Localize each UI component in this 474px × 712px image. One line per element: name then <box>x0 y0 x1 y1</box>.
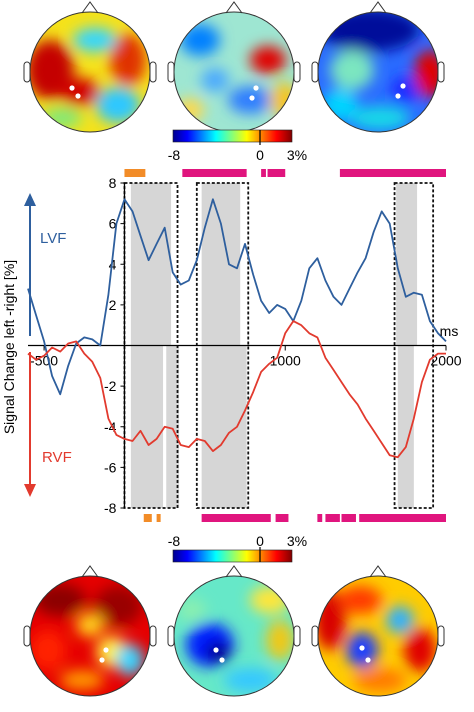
significance-top-0 <box>124 169 146 177</box>
x-axis-unit: ms <box>440 323 459 339</box>
shaded-band-6 <box>397 345 414 508</box>
shaded-band-2 <box>396 183 418 346</box>
significance-top-2 <box>261 169 266 177</box>
significance-bars <box>124 169 446 522</box>
significance-top-1 <box>182 169 247 177</box>
colorbar-bottom-mid: 0 <box>256 533 264 549</box>
colorbar-bottom-min: -8 <box>168 533 181 549</box>
colorbar-bottom-max: 3% <box>287 533 307 549</box>
significance-top-3 <box>267 169 286 177</box>
significance-bottom-3 <box>275 514 289 522</box>
significance-bottom-0 <box>143 514 152 522</box>
y-axis-label: Signal Change left -right [%] <box>1 260 17 434</box>
colorbar-top-mid: 0 <box>256 147 264 163</box>
y-tick-label-3: 2 <box>109 297 117 313</box>
x-tick-label-2: 2000 <box>430 353 461 369</box>
topomap-bottom-1 <box>23 565 157 697</box>
significance-bottom-4 <box>317 514 323 522</box>
axes <box>28 183 446 508</box>
shaded-bands <box>130 183 418 508</box>
significance-bottom-1 <box>156 514 161 522</box>
y-tick-label-6: -6 <box>104 459 117 475</box>
lvf-arrow <box>24 193 36 336</box>
shaded-band-5 <box>201 345 247 508</box>
colorbar-top-min: -8 <box>168 147 181 163</box>
y-tick-label-0: 8 <box>109 175 117 191</box>
topomap-top-2 <box>167 1 301 133</box>
shaded-band-3 <box>130 345 164 508</box>
series-line-rvf <box>27 320 446 459</box>
rvf-arrow <box>24 352 36 497</box>
topomap-top-3 <box>311 1 445 133</box>
shaded-band-1 <box>201 183 241 346</box>
colorbar-top-max: 3% <box>287 147 307 163</box>
data-lines <box>27 198 447 459</box>
significance-bottom-7 <box>359 514 446 522</box>
series-line-lvf <box>27 198 447 396</box>
y-tick-label-4: -2 <box>104 378 117 394</box>
shaded-band-4 <box>166 345 180 508</box>
y-tick-label-1: 6 <box>109 216 117 232</box>
y-tick-label-7: -8 <box>104 500 117 516</box>
significance-top-4 <box>339 169 446 177</box>
topomap-bottom-2 <box>167 565 301 697</box>
colorbar-top: -8 0 3% <box>168 129 307 163</box>
colorbar-bottom: -8 0 3% <box>168 533 307 563</box>
topomap-bottom-3 <box>311 565 445 697</box>
rvf-label: RVF <box>42 449 72 466</box>
significance-bottom-5 <box>325 514 340 522</box>
topomap-top-1 <box>23 1 157 133</box>
x-tick-label-0: -500 <box>30 353 58 369</box>
shaded-band-0 <box>130 183 172 346</box>
lvf-label: LVF <box>40 230 66 247</box>
significance-bottom-2 <box>201 514 271 522</box>
significance-bottom-6 <box>341 514 356 522</box>
